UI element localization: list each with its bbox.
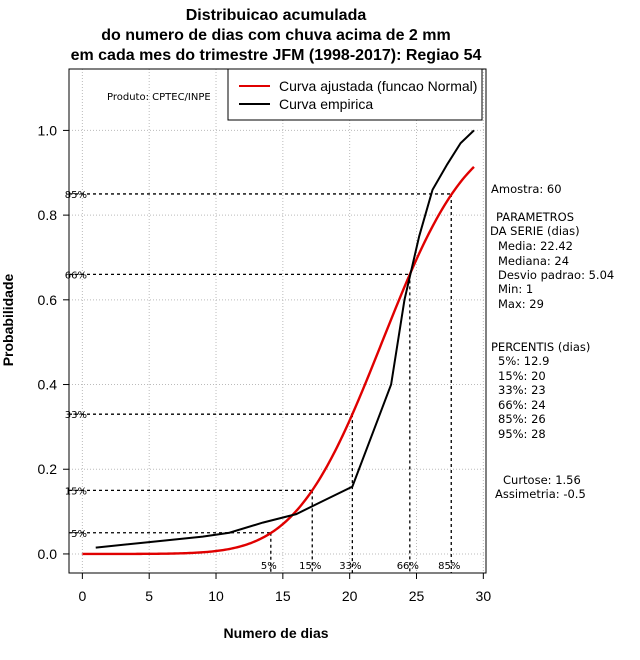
percentile-markers: 5% 5% 15% 15% 33% 33% 66% 66% 85% 85% bbox=[65, 190, 460, 573]
param-mean: Media: 22.42 bbox=[498, 239, 573, 253]
y-tick-label: 0.4 bbox=[38, 377, 58, 393]
statistics-panel: Amostra: 60 PARAMETROS DA SERIE (dias) M… bbox=[490, 182, 614, 501]
percentile-axis-label: 66% bbox=[397, 561, 419, 572]
chart-title: Distribuicao acumulada do numero de dias… bbox=[71, 7, 482, 64]
percentile-level-label: 15% bbox=[65, 486, 87, 497]
percentile-level-label: 66% bbox=[65, 270, 87, 281]
y-axis-label: Probabilidade bbox=[0, 274, 16, 367]
legend: Curva ajustada (funcao Normal) Curva emp… bbox=[227, 68, 483, 121]
title-line-2: do numero de dias com chuva acima de 2 m… bbox=[101, 27, 450, 44]
param-stddev: Desvio padrao: 5.04 bbox=[498, 268, 614, 282]
y-tick-label: 1.0 bbox=[38, 122, 58, 138]
percentile-66: 66%: 24 bbox=[498, 398, 546, 412]
fitted-normal-curve bbox=[82, 166, 475, 556]
title-line-1: Distribuicao acumulada bbox=[186, 7, 367, 24]
percentile-axis-label: 15% bbox=[299, 561, 321, 572]
x-tick-label: 30 bbox=[476, 588, 492, 604]
percentile-level-label: 85% bbox=[65, 190, 87, 201]
percentile-axis-label: 85% bbox=[438, 561, 460, 572]
plot-frame bbox=[68, 68, 487, 574]
x-tick-label: 25 bbox=[409, 588, 425, 604]
legend-box bbox=[227, 68, 483, 121]
x-tick-label: 20 bbox=[342, 588, 358, 604]
param-min: Min: 1 bbox=[498, 282, 533, 296]
params-title-1: PARAMETROS bbox=[496, 210, 574, 224]
x-tick-label: 10 bbox=[208, 588, 224, 604]
y-axis: 0.0 0.2 0.4 0.6 0.8 1.0 bbox=[38, 122, 69, 562]
x-axis-label: Numero de dias bbox=[223, 625, 328, 641]
skewness: Assimetria: -0.5 bbox=[495, 487, 586, 501]
sample-size: Amostra: 60 bbox=[491, 182, 562, 196]
x-axis: 0 5 10 15 20 25 30 bbox=[78, 573, 491, 604]
grid bbox=[69, 69, 486, 573]
percentile-level-label: 5% bbox=[71, 529, 87, 540]
x-tick-label: 5 bbox=[145, 588, 153, 604]
legend-label-fitted: Curva ajustada (funcao Normal) bbox=[279, 78, 477, 94]
param-max: Max: 29 bbox=[498, 297, 544, 311]
percentile-33: 33%: 23 bbox=[498, 383, 546, 397]
percentile-15: 15%: 20 bbox=[498, 369, 546, 383]
producer-label: Produto: CPTEC/INPE bbox=[107, 92, 211, 103]
y-tick-label: 0.8 bbox=[38, 207, 58, 223]
legend-label-empirical: Curva empirica bbox=[279, 96, 373, 112]
y-tick-label: 0.2 bbox=[38, 461, 58, 477]
params-title-2: DA SERIE (dias) bbox=[490, 224, 580, 238]
y-tick-label: 0.0 bbox=[38, 546, 58, 562]
percentile-axis-label: 33% bbox=[339, 561, 361, 572]
series-lines bbox=[82, 129, 475, 556]
x-tick-label: 0 bbox=[78, 588, 86, 604]
percentile-level-label: 33% bbox=[65, 410, 87, 421]
percentile-85: 85%: 26 bbox=[498, 412, 546, 426]
percentile-axis-label: 5% bbox=[261, 561, 277, 572]
percentiles-title: PERCENTIS (dias) bbox=[491, 340, 590, 354]
kurtosis: Curtose: 1.56 bbox=[503, 473, 581, 487]
x-tick-label: 15 bbox=[275, 588, 291, 604]
percentile-95: 95%: 28 bbox=[498, 427, 546, 441]
param-median: Mediana: 24 bbox=[498, 254, 569, 268]
y-tick-label: 0.6 bbox=[38, 292, 58, 308]
percentile-5: 5%: 12.9 bbox=[498, 354, 549, 368]
title-line-3: em cada mes do trimestre JFM (1998-2017)… bbox=[71, 47, 482, 64]
empirical-curve bbox=[95, 129, 475, 549]
